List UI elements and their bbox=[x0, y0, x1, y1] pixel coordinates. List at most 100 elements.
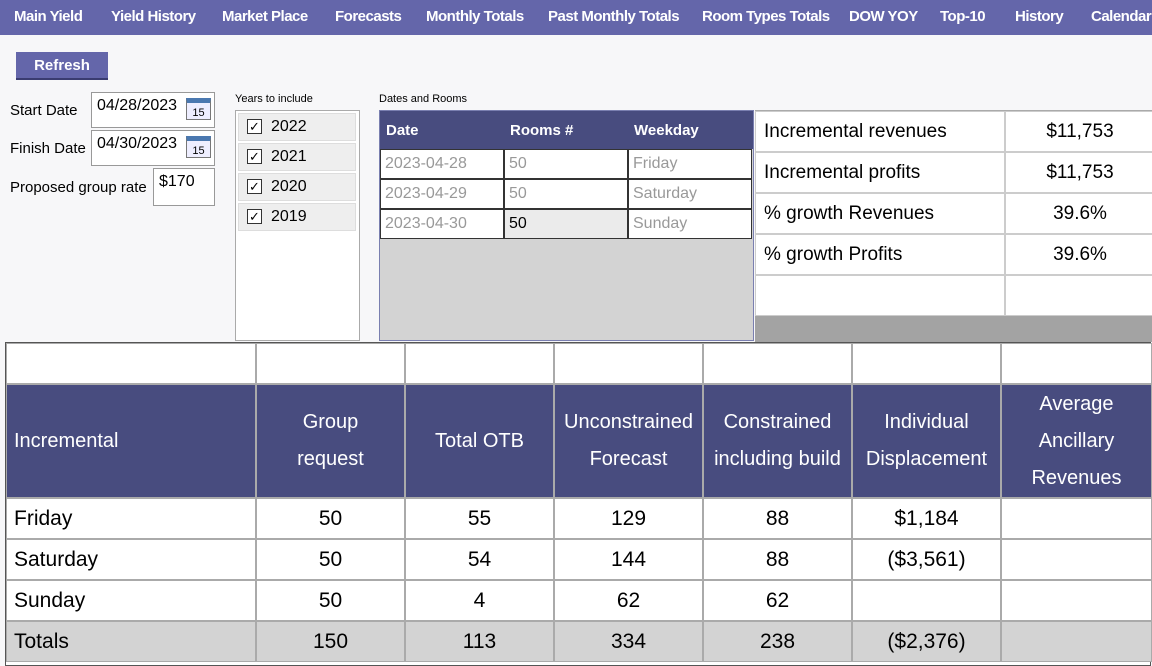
dates-cell[interactable]: 50 bbox=[504, 179, 628, 209]
field-label: Finish Date bbox=[10, 140, 86, 157]
nav-tab[interactable]: Past Monthly Totals bbox=[548, 8, 680, 25]
table-cell: 144 bbox=[554, 539, 703, 580]
nav-tab[interactable]: Forecasts bbox=[335, 8, 402, 25]
totals-cell: 113 bbox=[405, 621, 554, 662]
year-row: ✓ 2020 bbox=[238, 173, 356, 201]
year-label: 2019 bbox=[271, 208, 307, 225]
dates-cell[interactable]: 2023-04-28 bbox=[380, 149, 504, 179]
table-cell bbox=[1001, 580, 1152, 621]
years-box: ✓ 2022 ✓ 2021 ✓ 2020 ✓ 2019 bbox=[235, 110, 360, 341]
year-row: ✓ 2022 bbox=[238, 113, 356, 141]
summary-value: 39.6% bbox=[1005, 193, 1152, 234]
dates-header-cell: Date bbox=[386, 121, 419, 139]
checkbox[interactable]: ✓ bbox=[247, 209, 262, 224]
table-cell: 50 bbox=[256, 539, 405, 580]
nav-bar bbox=[0, 0, 1152, 35]
field-label: Start Date bbox=[10, 102, 78, 119]
totals-cell: 334 bbox=[554, 621, 703, 662]
totals-cell: ($2,376) bbox=[852, 621, 1001, 662]
summary-value: 39.6% bbox=[1005, 234, 1152, 275]
summary-empty bbox=[1005, 275, 1152, 316]
dates-header-cell: Rooms # bbox=[510, 121, 574, 139]
totals-cell: Totals bbox=[6, 621, 256, 662]
checkbox[interactable]: ✓ bbox=[247, 149, 262, 164]
table-cell: 54 bbox=[405, 539, 554, 580]
table-header: Average Ancillary Revenues bbox=[1001, 384, 1152, 498]
table-cell: Saturday bbox=[6, 539, 256, 580]
dates-box: Date Rooms # Weekday 2023-04-28 50 Friday 2023… bbox=[379, 110, 754, 341]
dates-cell[interactable]: Sunday bbox=[628, 209, 752, 239]
table-header: Group request bbox=[256, 384, 405, 498]
table-header: Total OTB bbox=[405, 384, 554, 498]
table-header: Unconstrained Forecast bbox=[554, 384, 703, 498]
summary-label: % growth Profits bbox=[755, 234, 1005, 275]
checkbox[interactable]: ✓ bbox=[247, 119, 262, 134]
summary-value: $11,753 bbox=[1005, 111, 1152, 152]
table-cell: 88 bbox=[703, 539, 852, 580]
table-cell: ($3,561) bbox=[852, 539, 1001, 580]
summary-box: Incremental revenues $11,753 Incremental p… bbox=[755, 110, 1152, 342]
dates-cell[interactable]: Saturday bbox=[628, 179, 752, 209]
dates-header-cell: Weekday bbox=[634, 121, 699, 139]
dates-title: Dates and Rooms bbox=[379, 93, 468, 105]
calendar-button[interactable]: 15 bbox=[186, 98, 211, 120]
summary-empty bbox=[755, 275, 1005, 316]
nav-tab[interactable]: Top-10 bbox=[940, 8, 986, 25]
dates-cell[interactable]: 50 bbox=[504, 209, 628, 239]
summary-bar bbox=[755, 316, 1152, 342]
checkbox[interactable]: ✓ bbox=[247, 179, 262, 194]
year-label: 2021 bbox=[271, 148, 307, 165]
table-cell: 62 bbox=[554, 580, 703, 621]
totals-cell: 150 bbox=[256, 621, 405, 662]
dates-cell[interactable]: 2023-04-30 bbox=[380, 209, 504, 239]
table-blank bbox=[256, 343, 405, 384]
table-cell: Sunday bbox=[6, 580, 256, 621]
years-title: Years to include bbox=[235, 93, 313, 105]
summary-label: Incremental revenues bbox=[755, 111, 1005, 152]
nav-tab[interactable]: History bbox=[1015, 8, 1064, 25]
table-cell bbox=[1001, 539, 1152, 580]
table-blank bbox=[703, 343, 852, 384]
refresh-button[interactable]: Refresh bbox=[16, 52, 108, 80]
table-cell bbox=[1001, 498, 1152, 539]
year-row: ✓ 2019 bbox=[238, 203, 356, 231]
nav-tab[interactable]: Monthly Totals bbox=[426, 8, 524, 25]
year-label: 2020 bbox=[271, 178, 307, 195]
summary-label: Incremental profits bbox=[755, 152, 1005, 193]
dates-cell[interactable]: 50 bbox=[504, 149, 628, 179]
table-header: Incremental bbox=[6, 384, 256, 498]
table-cell bbox=[852, 580, 1001, 621]
table-blank bbox=[852, 343, 1001, 384]
summary-label: % growth Revenues bbox=[755, 193, 1005, 234]
calendar-button[interactable]: 15 bbox=[186, 136, 211, 158]
nav-tab[interactable]: Market Place bbox=[222, 8, 308, 25]
dates-cell[interactable]: Friday bbox=[628, 149, 752, 179]
table-header: Constrained including build bbox=[703, 384, 852, 498]
nav-tab[interactable]: Yield History bbox=[111, 8, 196, 25]
table-header: Individual Displacement bbox=[852, 384, 1001, 498]
table-blank bbox=[405, 343, 554, 384]
nav-tab[interactable]: Room Types Totals bbox=[702, 8, 830, 25]
table-cell: $1,184 bbox=[852, 498, 1001, 539]
dates-cell[interactable]: 2023-04-29 bbox=[380, 179, 504, 209]
nav-tab[interactable]: Main Yield bbox=[14, 8, 83, 25]
summary-value: $11,753 bbox=[1005, 152, 1152, 193]
table-cell: 4 bbox=[405, 580, 554, 621]
table-cell: 62 bbox=[703, 580, 852, 621]
dates-header bbox=[380, 111, 753, 149]
field-label: Proposed group rate bbox=[10, 179, 147, 196]
results-table: Incremental Group request Total OTB Unconst… bbox=[5, 342, 1152, 666]
table-cell: 55 bbox=[405, 498, 554, 539]
nav-tab[interactable]: Calendar bbox=[1091, 8, 1152, 25]
table-cell: 129 bbox=[554, 498, 703, 539]
table-blank bbox=[6, 343, 256, 384]
table-cell: 50 bbox=[256, 580, 405, 621]
nav-tab[interactable]: DOW YOY bbox=[849, 8, 918, 25]
table-blank bbox=[554, 343, 703, 384]
totals-cell bbox=[1001, 621, 1152, 662]
table-blank bbox=[1001, 343, 1152, 384]
table-cell: Friday bbox=[6, 498, 256, 539]
date-input[interactable]: $170 bbox=[153, 168, 215, 206]
table-cell: 50 bbox=[256, 498, 405, 539]
